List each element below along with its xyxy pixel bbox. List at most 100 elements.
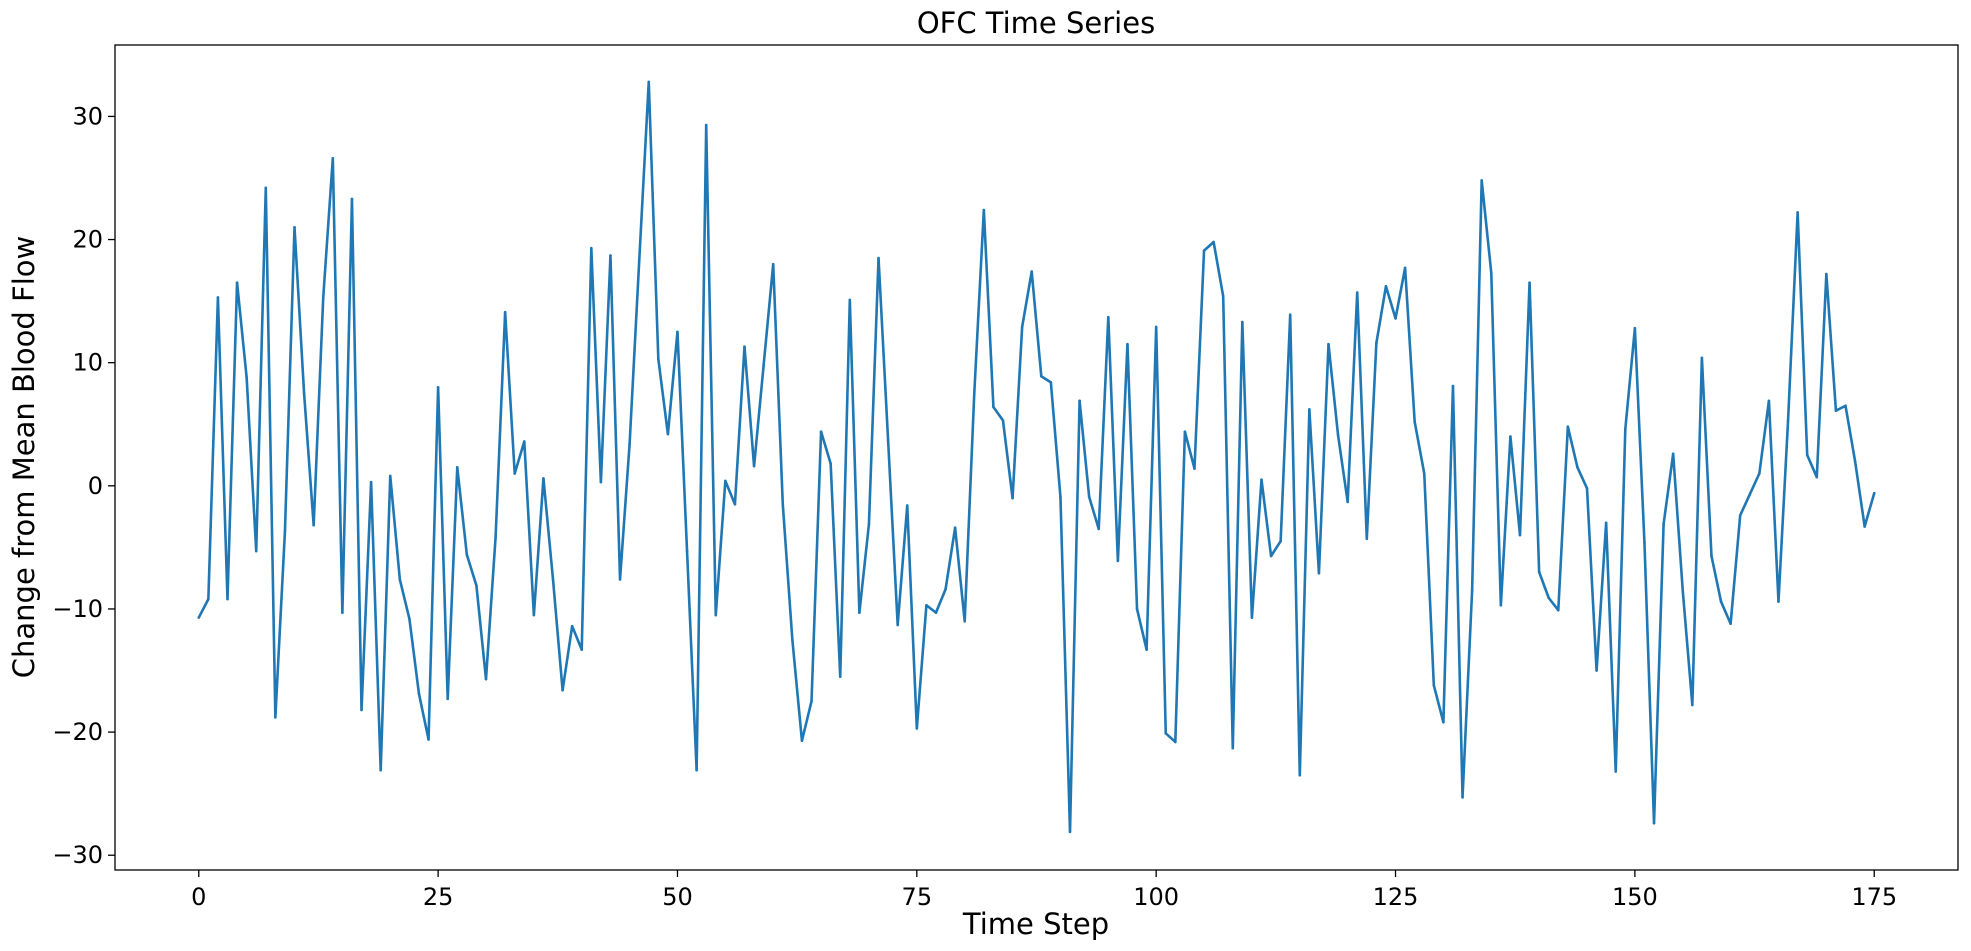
x-axis: 0 25 50 75 100 125 150 175: [191, 870, 1897, 911]
data-point: [1691, 703, 1694, 707]
data-point: [1518, 533, 1522, 537]
data-point: [1164, 732, 1168, 735]
data-point: [1346, 500, 1349, 504]
data-point: [1767, 399, 1771, 403]
data-point: [484, 677, 488, 681]
x-axis-label: Time Step: [962, 907, 1109, 941]
data-point: [446, 697, 450, 701]
y-axis: −30 −20 −10 0 10 20 30: [52, 102, 115, 869]
data-point: [1279, 539, 1282, 543]
data-point: [1413, 420, 1416, 424]
data-point: [1604, 521, 1608, 525]
data-point: [1212, 240, 1215, 244]
data-point: [848, 298, 852, 302]
series-line-0: [197, 80, 1876, 834]
data-point: [1336, 434, 1340, 437]
data-point: [1298, 773, 1302, 777]
data-point: [829, 462, 832, 465]
data-point: [1432, 684, 1436, 687]
data-point: [293, 225, 296, 229]
data-point: [1183, 430, 1187, 433]
data-point: [197, 616, 201, 619]
data-point: [733, 502, 737, 506]
data-point: [1748, 493, 1752, 496]
data-point: [762, 363, 765, 367]
data-point: [1738, 514, 1742, 517]
data-point: [475, 584, 478, 587]
data-point: [1059, 495, 1062, 499]
chart-title: OFC Time Series: [917, 6, 1155, 40]
y-tick-label: −30: [52, 841, 103, 869]
data-point: [283, 530, 287, 533]
data-point: [1796, 211, 1799, 214]
data-point: [1863, 525, 1866, 528]
data-point: [992, 405, 995, 409]
data-point: [657, 357, 660, 361]
data-point: [1681, 589, 1685, 592]
data-point: [522, 440, 526, 443]
data-point: [1825, 272, 1828, 276]
data-point: [245, 376, 248, 379]
data-point: [1442, 720, 1445, 724]
data-point: [771, 262, 775, 266]
data-point: [963, 619, 966, 623]
data-point: [1509, 435, 1512, 438]
data-point: [1662, 522, 1665, 526]
data-point: [551, 578, 555, 581]
data-point: [1308, 408, 1311, 411]
data-point: [1135, 607, 1139, 611]
data-point: [590, 246, 593, 250]
data-point: [1566, 425, 1570, 429]
data-point: [896, 623, 899, 627]
data-point: [1365, 537, 1369, 541]
x-tick-label: 75: [902, 883, 933, 911]
data-point: [1805, 453, 1809, 457]
data-point: [408, 617, 411, 621]
data-point: [369, 480, 373, 484]
data-point: [1528, 281, 1531, 284]
data-point: [455, 466, 459, 469]
data-point: [321, 296, 325, 299]
data-point: [494, 536, 497, 539]
data-point: [1078, 399, 1081, 403]
data-point: [1384, 285, 1388, 288]
data-point: [1547, 596, 1551, 600]
data-point: [1001, 419, 1005, 422]
data-point: [1480, 179, 1483, 182]
data-point: [858, 611, 861, 614]
data-point: [360, 708, 363, 712]
data-point: [1700, 356, 1704, 360]
data-point: [1116, 559, 1120, 563]
y-tick-label: 10: [72, 349, 103, 377]
data-point: [388, 474, 392, 478]
y-tick-label: 30: [72, 102, 103, 130]
data-point: [398, 578, 402, 581]
data-point: [1614, 770, 1618, 773]
data-point: [1241, 320, 1244, 324]
y-axis-label: Change from Mean Blood Flow: [7, 236, 41, 678]
data-point: [1193, 467, 1196, 470]
plot-series-layer: [197, 80, 1876, 834]
data-point: [1250, 616, 1254, 619]
y-tick-label: −20: [52, 718, 103, 746]
data-point: [905, 504, 909, 507]
data-point: [417, 692, 421, 696]
x-tick-label: 150: [1612, 883, 1658, 911]
data-point: [1097, 527, 1101, 531]
data-point: [1221, 294, 1225, 298]
data-point: [542, 477, 545, 480]
data-point: [513, 472, 517, 475]
y-tick-label: 20: [72, 226, 103, 254]
data-point: [1145, 648, 1148, 651]
x-tick-label: 100: [1133, 883, 1179, 911]
data-point: [1710, 554, 1713, 558]
data-point: [1231, 746, 1235, 750]
data-point: [944, 587, 947, 591]
data-point: [1853, 459, 1857, 463]
data-point: [676, 330, 679, 334]
data-point: [1834, 409, 1838, 413]
data-point: [1786, 419, 1790, 422]
data-point: [350, 197, 354, 201]
data-point: [379, 768, 382, 772]
